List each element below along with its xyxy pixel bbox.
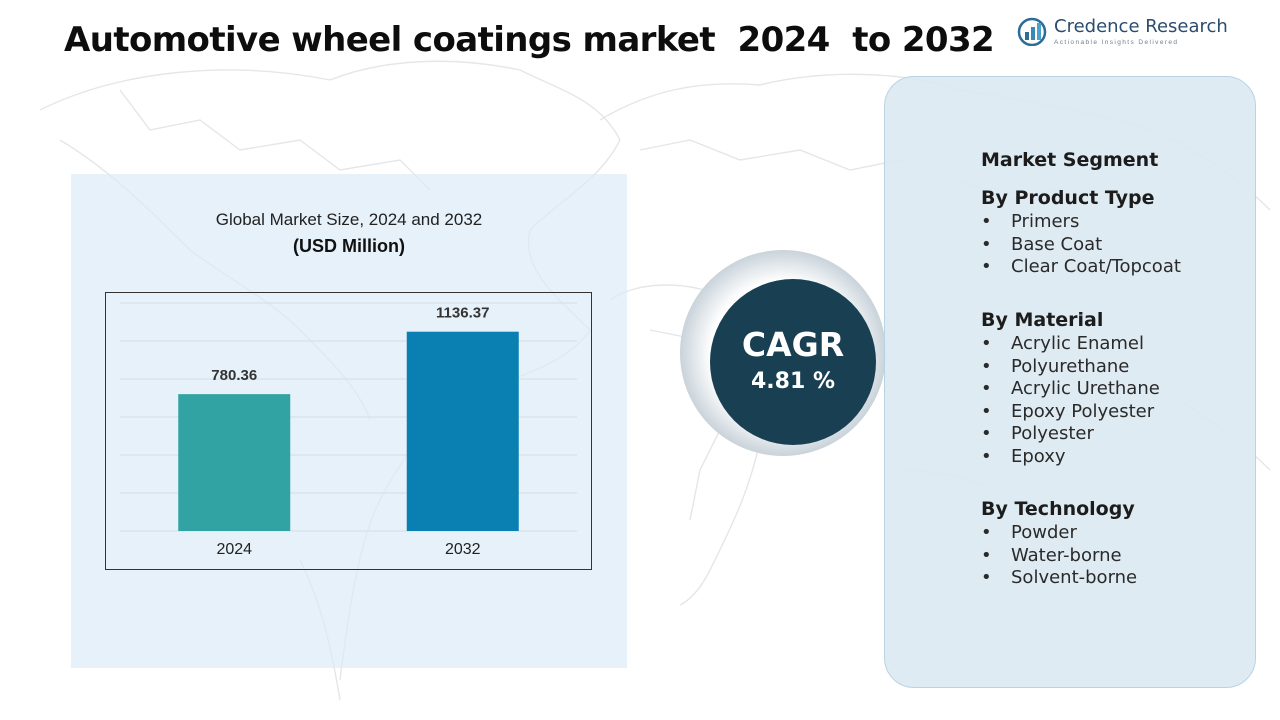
segment-item: • Acrylic Enamel <box>981 333 1144 354</box>
x-tick-label-2024: 2024 <box>216 541 252 558</box>
segment-group-title: By Material <box>981 309 1104 331</box>
cagr-value: 4.81 % <box>751 369 835 394</box>
market-segment-panel: Market Segment By Product Type • Primers … <box>884 76 1256 688</box>
segment-item: • Clear Coat/Topcoat <box>981 256 1181 277</box>
segment-item: • Base Coat <box>981 233 1103 255</box>
market-size-chart-panel: Global Market Size, 2024 and 2032 (USD M… <box>71 174 627 668</box>
segment-item: • Solvent-borne <box>981 567 1138 588</box>
segment-item: • Water-borne <box>981 544 1122 566</box>
segment-item: • Epoxy Polyester <box>981 400 1155 422</box>
chart-title: Global Market Size, 2024 and 2032 <box>215 210 483 229</box>
bar-chart: 780.36 2024 1136.37 2032 <box>120 302 577 558</box>
segment-group-title: By Product Type <box>981 187 1155 209</box>
bar-chart-logo-icon <box>1017 17 1047 46</box>
segment-item: • Polyurethane <box>981 355 1130 377</box>
cagr-badge: CAGR 4.81 % <box>710 279 876 445</box>
segment-group-material: By Material • Acrylic Enamel • Polyurethan… <box>981 307 1160 468</box>
bar-2024 <box>178 394 291 531</box>
cagr-label: CAGR <box>741 325 845 364</box>
segment-item: • Polyester <box>981 423 1094 444</box>
segment-item: • Primers <box>981 211 1080 232</box>
page-title: Automotive wheel coatings market 2024 to… <box>64 20 995 60</box>
segment-item: • Powder <box>981 522 1077 543</box>
segment-group-technology: By Technology • Powder • Water-borne • Solv… <box>981 496 1137 590</box>
data-label-2024: 780.36 <box>211 367 257 384</box>
segment-item: • Acrylic Urethane <box>981 378 1160 399</box>
segment-group-product-type: By Product Type • Primers • Base Coat • Cle… <box>981 185 1181 279</box>
segment-group-title: By Technology <box>981 498 1135 520</box>
x-tick-label-2032: 2032 <box>445 541 481 558</box>
chart-unit-label: (USD Million) <box>293 236 405 256</box>
credence-research-logo: Credence Research Actionable Insights De… <box>1016 14 1236 50</box>
data-label-2032: 1136.37 <box>436 305 489 322</box>
segment-item: • Epoxy <box>981 445 1066 467</box>
logo-tagline: Actionable Insights Delivered <box>1054 39 1179 46</box>
logo-name: Credence Research <box>1054 16 1228 37</box>
bar-chart-frame: 780.36 2024 1136.37 2032 <box>105 292 592 570</box>
segment-heading: Market Segment <box>981 149 1159 171</box>
bar-2032 <box>406 331 519 531</box>
